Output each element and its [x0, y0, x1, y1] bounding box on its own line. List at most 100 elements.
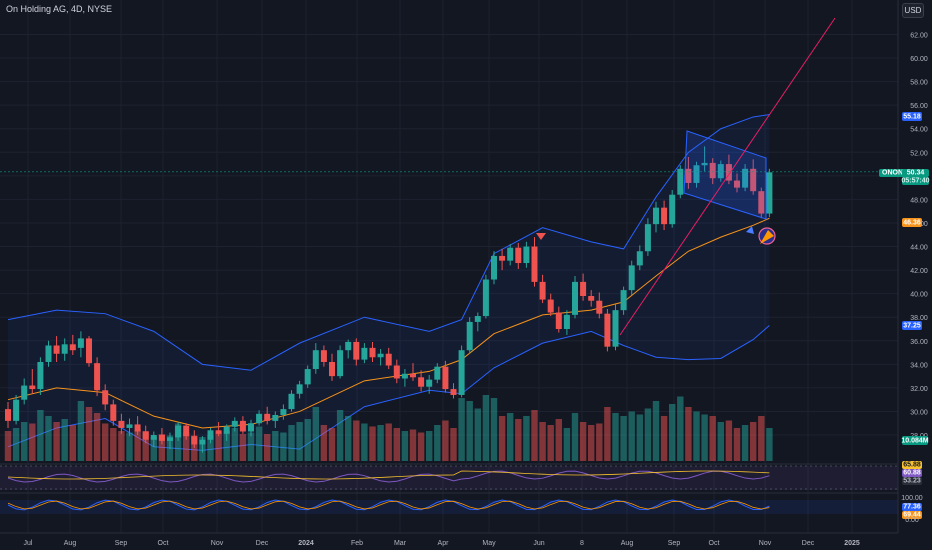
candle-body: [393, 365, 400, 379]
osc-label-1: 100.00: [901, 495, 923, 502]
volume-bar: [61, 419, 68, 461]
rsi-tag-2-bg: [902, 469, 922, 477]
volume-bar: [596, 423, 603, 461]
candle-body: [523, 246, 530, 264]
osc-label-4: 0.00: [905, 517, 919, 524]
volume-bar: [29, 423, 36, 461]
candle-body: [499, 255, 506, 261]
price-tick-label: 56.00: [910, 103, 928, 110]
candle-body: [750, 168, 757, 192]
volume-bar: [588, 425, 595, 461]
candle-body: [207, 430, 214, 440]
upper-band-tag-bg: [902, 112, 922, 121]
candle-body: [29, 385, 36, 390]
price-tick-label: 48.00: [910, 197, 928, 204]
currency-button[interactable]: USD: [902, 3, 924, 18]
price-tick-label: 42.00: [910, 268, 928, 275]
volume-bar: [296, 422, 303, 461]
stoch-k-line: [7, 499, 770, 511]
candle-body: [369, 347, 376, 358]
volume-bars: [4, 395, 773, 461]
volume-bar: [377, 425, 384, 461]
countdown-tag: 05:57:40: [901, 178, 929, 185]
candle-body: [102, 390, 109, 405]
volume-bar: [701, 414, 708, 461]
volume-bar: [272, 431, 279, 461]
candle-body: [167, 437, 173, 441]
candle-body: [158, 435, 165, 441]
candle-body: [588, 296, 595, 301]
volume-bar: [458, 398, 465, 461]
candle-body: [766, 172, 773, 214]
price-tick-label: 34.00: [910, 362, 928, 369]
candle-body: [272, 414, 279, 421]
volume-bar: [725, 420, 733, 461]
volume-bar: [612, 413, 619, 461]
band-fill: [8, 114, 770, 451]
candle-body: [86, 338, 92, 364]
candle-body: [612, 310, 619, 347]
candle-body: [45, 345, 52, 362]
volume-bar: [677, 396, 684, 461]
candle-body: [239, 420, 246, 432]
volume-bar: [110, 428, 117, 461]
volume-bar: [255, 426, 263, 461]
volume-bar: [709, 416, 716, 461]
lower-band-tag: 37.25: [903, 323, 921, 330]
candle-body: [458, 350, 465, 395]
candle-body: [466, 321, 473, 351]
candle-body: [401, 373, 408, 379]
candle-body: [199, 439, 206, 445]
price-tick-label: 40.00: [910, 292, 928, 299]
price-tick-label: 52.00: [910, 150, 928, 157]
volume-bar: [620, 416, 627, 461]
candle-body: [223, 426, 230, 434]
candle-body: [191, 436, 198, 445]
time-tick-label: 2024: [298, 540, 314, 547]
candle-body: [361, 347, 368, 360]
candle-body: [183, 425, 190, 437]
lower-band-tag-bg: [902, 321, 922, 330]
candle-body: [37, 361, 44, 390]
candle-body: [126, 424, 133, 428]
candle-body: [685, 168, 692, 183]
volume-bar: [215, 432, 222, 461]
time-tick-label: 2025: [844, 540, 860, 547]
volume-bar: [498, 416, 506, 461]
price-tick-label: 58.00: [910, 80, 928, 87]
countdown-tag-bg: [902, 177, 929, 185]
volume-bar: [539, 422, 546, 461]
candle-body: [653, 207, 659, 225]
volume-bar: [758, 416, 765, 461]
candle-body: [434, 366, 441, 380]
time-tick-label: Dec: [256, 540, 269, 547]
volume-bar: [515, 419, 522, 461]
volume-bar: [450, 428, 457, 461]
time-axis[interactable]: Jul Aug Sep Oct Nov Dec 2024 Feb Mar Apr May Jun 8 Au…: [24, 540, 860, 547]
time-tick-label: 8: [580, 540, 584, 547]
candle-body: [142, 431, 149, 440]
drawings: [0, 17, 898, 336]
candle-body: [426, 379, 433, 387]
volume-bar: [369, 426, 376, 461]
candle-body: [280, 409, 287, 415]
time-tick-label: Jun: [533, 540, 544, 547]
time-tick-label: Sep: [115, 540, 128, 547]
candle-body: [450, 389, 457, 395]
volume-bar: [85, 407, 93, 461]
price-axis[interactable]: 62.0060.0058.0056.0054.0052.0050.0048.00…: [897, 0, 928, 533]
volume-bar: [126, 432, 133, 461]
oscillator-panes: [0, 463, 898, 534]
candle-body: [482, 279, 489, 317]
candle-body: [61, 344, 68, 354]
osc-tag-2: 77.36: [903, 504, 921, 511]
ma-tag-bg: [902, 218, 922, 227]
upper-band-line: [7, 114, 770, 371]
candle-body: [264, 413, 271, 421]
volume-bar: [652, 401, 660, 461]
candle-body: [507, 247, 514, 261]
rsi-tag-3: 53.23: [903, 478, 921, 485]
volume-bar: [579, 422, 587, 461]
